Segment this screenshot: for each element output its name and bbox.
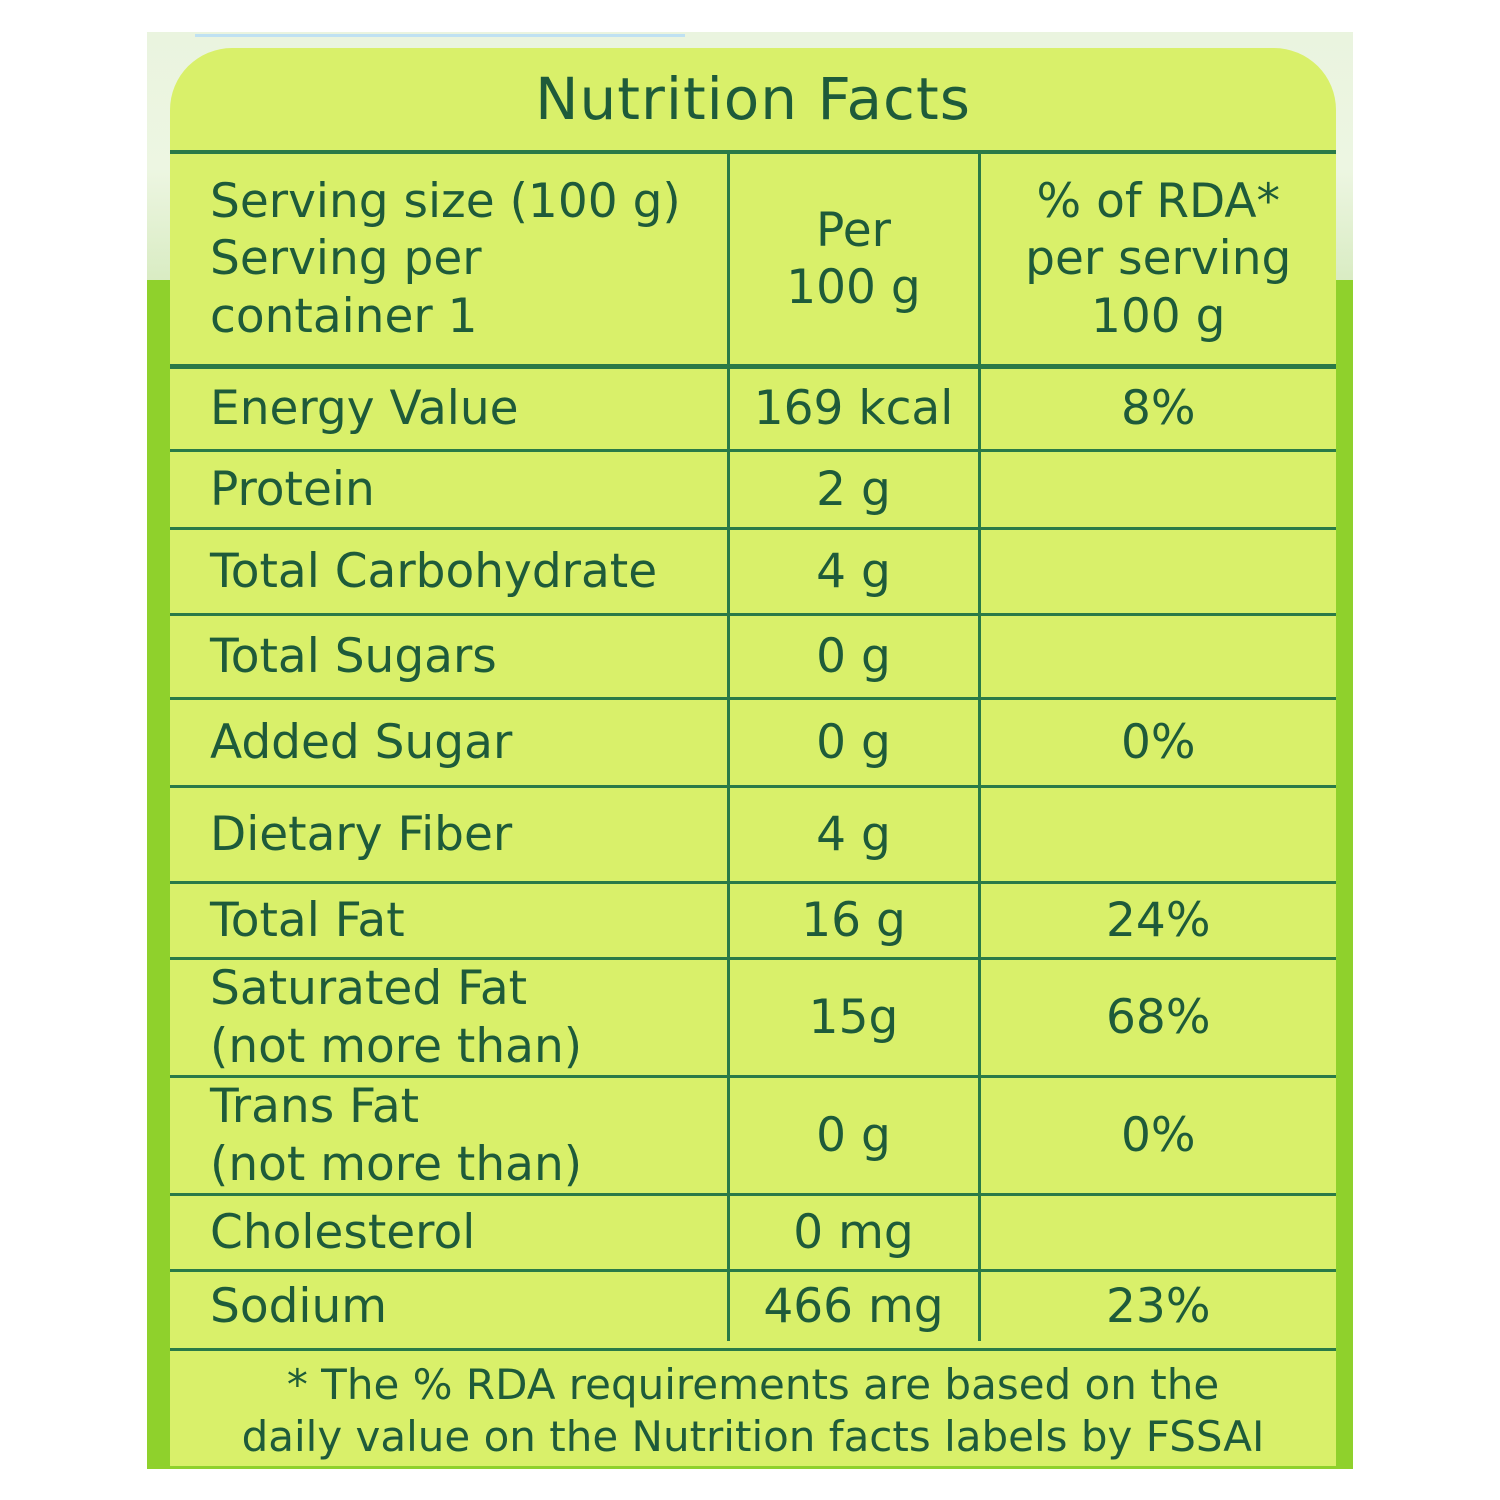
nutrient-amount: 0 g <box>728 699 979 787</box>
table-row: Saturated Fat (not more than) 15g 68% <box>170 959 1336 1077</box>
table-row: Trans Fat (not more than) 0 g 0% <box>170 1077 1336 1195</box>
table-row: Total Sugars 0 g <box>170 615 1336 699</box>
nutrient-rda: 23% <box>979 1271 1336 1341</box>
per-100g-header: Per 100 g <box>728 152 979 367</box>
nutrient-name: Added Sugar <box>170 699 728 787</box>
table-row: Total Fat 16 g 24% <box>170 883 1336 959</box>
nutrient-rda <box>979 787 1336 883</box>
nutrient-rda <box>979 1195 1336 1271</box>
table-row: Sodium 466 mg 23% <box>170 1271 1336 1341</box>
nutrient-amount: 0 g <box>728 615 979 699</box>
nutrient-amount: 466 mg <box>728 1271 979 1341</box>
footnote: * The % RDA requirements are based on th… <box>170 1348 1336 1463</box>
table-row: Added Sugar 0 g 0% <box>170 699 1336 787</box>
nutrient-name: Total Carbohydrate <box>170 529 728 615</box>
nutrient-rda: 0% <box>979 1077 1336 1195</box>
label-title: Nutrition Facts <box>170 70 1336 128</box>
nutrient-name: Trans Fat (not more than) <box>170 1077 728 1195</box>
nutrient-name: Cholesterol <box>170 1195 728 1271</box>
rda-header: % of RDA* per serving 100 g <box>979 152 1336 367</box>
table-row: Dietary Fiber 4 g <box>170 787 1336 883</box>
header-row: Serving size (100 g) Serving per contain… <box>170 152 1336 367</box>
nutrient-name: Total Sugars <box>170 615 728 699</box>
nutrient-name: Saturated Fat (not more than) <box>170 959 728 1077</box>
nutrition-table: Serving size (100 g) Serving per contain… <box>170 150 1336 1341</box>
nutrient-amount: 4 g <box>728 529 979 615</box>
nutrient-rda <box>979 615 1336 699</box>
nutrient-amount: 0 g <box>728 1077 979 1195</box>
table-row: Cholesterol 0 mg <box>170 1195 1336 1271</box>
nutrient-name: Dietary Fiber <box>170 787 728 883</box>
nutrient-name: Total Fat <box>170 883 728 959</box>
nutrient-amount: 16 g <box>728 883 979 959</box>
nutrient-name: Energy Value <box>170 367 728 451</box>
nutrient-amount: 4 g <box>728 787 979 883</box>
nutrient-rda: 24% <box>979 883 1336 959</box>
nutrient-rda: 8% <box>979 367 1336 451</box>
nutrient-name: Protein <box>170 451 728 529</box>
nutrient-rda <box>979 529 1336 615</box>
nutrient-rda: 0% <box>979 699 1336 787</box>
table-row: Protein 2 g <box>170 451 1336 529</box>
nutrition-label: Nutrition Facts Serving size (100 g) Ser… <box>170 48 1336 1466</box>
nutrient-amount: 169 kcal <box>728 367 979 451</box>
nutrient-amount: 2 g <box>728 451 979 529</box>
serving-size-header: Serving size (100 g) Serving per contain… <box>170 152 728 367</box>
nutrient-name: Sodium <box>170 1271 728 1341</box>
nutrient-amount: 0 mg <box>728 1195 979 1271</box>
table-row: Energy Value 169 kcal 8% <box>170 367 1336 451</box>
nutrient-rda: 68% <box>979 959 1336 1077</box>
nutrient-rda <box>979 451 1336 529</box>
package-stripe <box>195 34 685 37</box>
table-row: Total Carbohydrate 4 g <box>170 529 1336 615</box>
nutrient-amount: 15g <box>728 959 979 1077</box>
